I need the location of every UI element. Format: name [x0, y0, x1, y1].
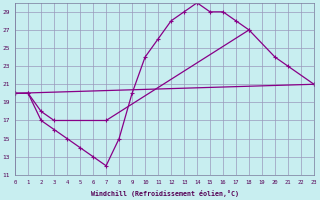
- X-axis label: Windchill (Refroidissement éolien,°C): Windchill (Refroidissement éolien,°C): [91, 190, 238, 197]
